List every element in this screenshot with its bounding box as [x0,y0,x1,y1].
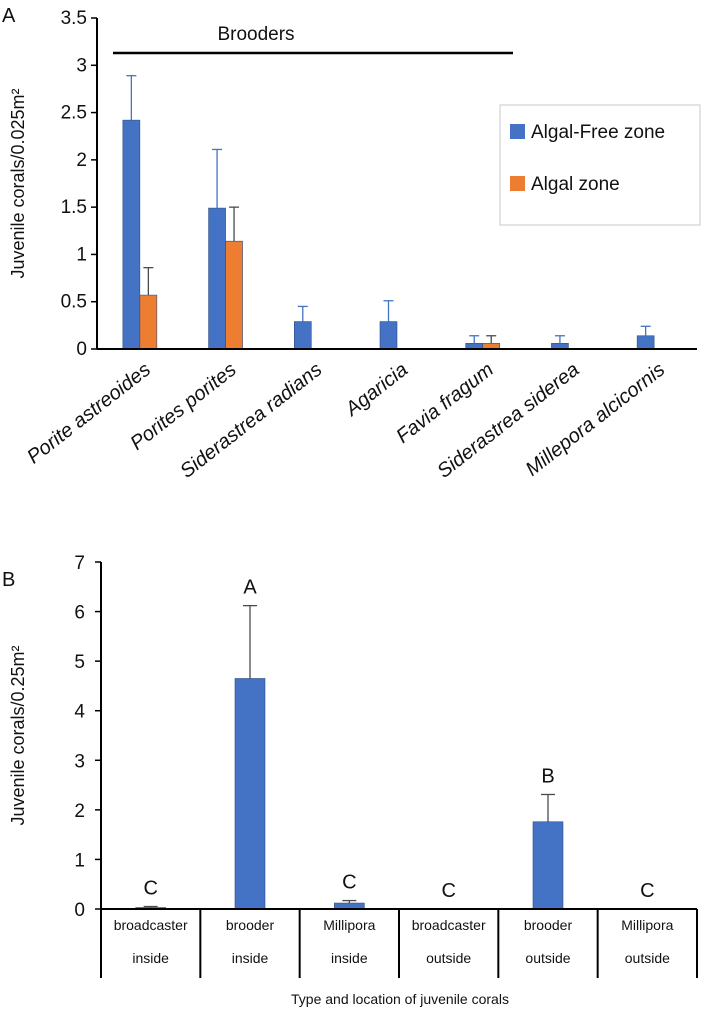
category-label-line2-b: inside [232,950,269,966]
y-tick-label-a: 1 [76,244,87,265]
category-label-line2-b: outside [625,950,670,966]
y-axis-label-a: Juvenile corals/0.025m² [8,88,28,278]
y-tick-label-a: 2.5 [61,103,87,124]
category-label-a: Siderastrea radians [176,359,326,483]
y-tick-label-b: 5 [74,652,85,673]
category-label-a: Agaricia [341,359,412,421]
panel-b-label: B [2,569,15,591]
y-tick-label-b: 0 [74,900,85,921]
category-label-line1-b: Millipora [621,917,673,933]
y-tick-label-b: 1 [74,850,85,871]
y-tick-label-a: 0.5 [61,292,87,313]
significance-letter: C [143,878,157,900]
legend-a [499,104,701,226]
bar-a [379,321,398,350]
y-tick-label-b: 6 [74,603,85,624]
legend-label-a: Algal-Free zone [531,122,665,143]
bar-a [122,119,141,350]
category-label-line2-b: inside [331,950,368,966]
bar-a [636,335,655,350]
significance-letter: C [640,880,654,902]
panel-a-label: A [2,5,16,27]
panel-a-chart: 0 0.5 1 1.5 2 2.5 3 3.5 Juvenile corals/0.025m² B… [8,8,701,483]
category-label-line1-b: brooder [524,917,573,933]
bar-b [532,821,564,910]
y-tick-label-b: 4 [74,702,85,723]
legend-label-a: Algal zone [531,174,620,195]
category-label-line2-b: outside [525,950,570,966]
bar-a [225,240,243,350]
y-tick-label-a: 3.5 [61,8,87,29]
y-tick-label-b: 2 [74,801,85,822]
category-label-a: Siderastrea siderea [433,359,583,483]
bar-a [293,321,312,350]
category-label-line1-b: Millipora [323,917,375,933]
significance-letter: C [441,880,455,902]
y-tick-label-a: 1.5 [61,197,87,218]
significance-letter: C [342,872,356,894]
legend-swatch-a [510,176,525,191]
brooders-label: Brooders [217,24,294,45]
category-label-a: Porite astreoides [23,359,155,469]
category-label-line1-b: brooder [226,917,275,933]
category-label-line2-b: inside [132,950,169,966]
x-axis-label-b: Type and location of juvenile corals [291,991,509,1007]
y-tick-label-b: 3 [74,751,85,772]
significance-letter: B [541,765,554,787]
significance-letter: A [243,577,257,599]
y-tick-label-a: 3 [76,55,87,76]
bar-a [139,294,158,350]
bar-a [208,207,226,350]
y-tick-label-a: 2 [76,150,87,171]
category-label-line2-b: outside [426,950,471,966]
panel-b-chart: 0 1 2 3 4 5 6 7 Juvenile corals/0.25m² C A C C B Cbroa… [8,553,698,1007]
category-label-a: Millepora alcicornis [522,359,670,481]
y-tick-label-a: 0 [76,339,87,360]
bar-b [234,678,266,910]
legend-swatch-a [510,124,525,139]
category-label-line1-b: broadcaster [114,917,188,933]
y-tick-label-b: 7 [74,553,85,574]
y-axis-label-b: Juvenile corals/0.25m² [8,645,28,825]
category-label-line1-b: broadcaster [412,917,486,933]
